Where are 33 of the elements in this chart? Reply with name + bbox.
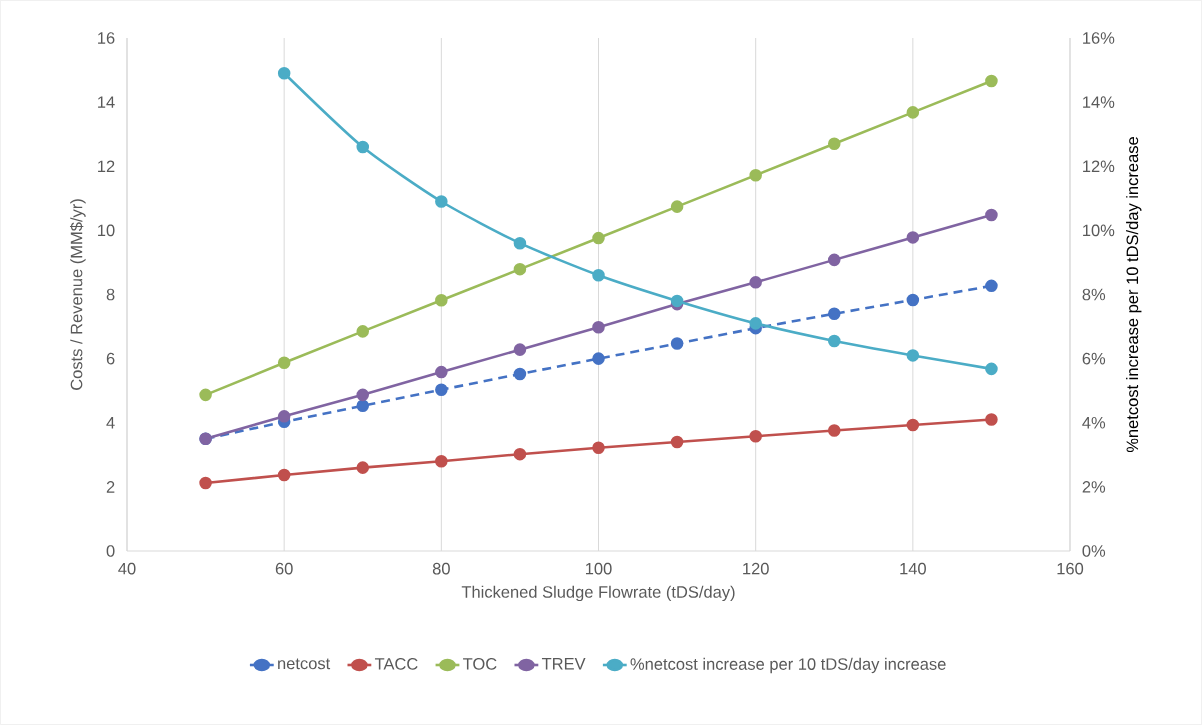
x-tick-label: 140 [900, 562, 926, 575]
y-tick-label: 2 [106, 481, 115, 493]
y-tick-label: 4 [106, 417, 115, 429]
x-tick-label: 40 [118, 562, 136, 575]
legend-label: netcost [278, 658, 331, 670]
legend-label: TACC [374, 658, 418, 670]
x-tick-label: 160 [1057, 562, 1084, 575]
y2-tick-label: 12% [1083, 160, 1115, 173]
y-tick-label: 16 [98, 32, 115, 44]
y2-tick-label: 8% [1082, 288, 1106, 301]
y-tick-label: 14 [98, 96, 115, 108]
y2-tick-label: 0% [1082, 545, 1106, 557]
y-tick-label: 6 [106, 352, 115, 365]
x-tick-label: 80 [432, 562, 450, 575]
legend-label: TOC [463, 658, 497, 670]
legend-label: %netcost increase per 10 tDS/day increase [630, 657, 946, 674]
x-axis-title: Thickened Sludge Flowrate (tDS/day) [461, 585, 735, 602]
legend-label: TREV [541, 658, 586, 670]
y-tick-label: 10 [98, 224, 115, 237]
x-tick-label: 60 [275, 562, 293, 575]
x-tick-label: 100 [585, 562, 612, 575]
y2-tick-label: 14% [1083, 96, 1115, 108]
y2-tick-label: 16% [1083, 32, 1115, 44]
y2-tick-label: 6% [1082, 352, 1106, 365]
y2-axis-title: %netcost increase per 10 tDS/day increase [1126, 137, 1142, 453]
y2-tick-label: 2% [1082, 481, 1106, 493]
y2-tick-label: 10% [1083, 224, 1115, 237]
y-tick-label: 12 [98, 160, 115, 173]
y-axis-title: Costs / Revenue (MM$/yr) [69, 199, 86, 390]
y-tick-label: 8 [106, 288, 115, 301]
y-tick-label: 0 [106, 545, 115, 557]
x-tick-label: 120 [743, 562, 769, 575]
y2-tick-label: 4% [1082, 416, 1106, 429]
